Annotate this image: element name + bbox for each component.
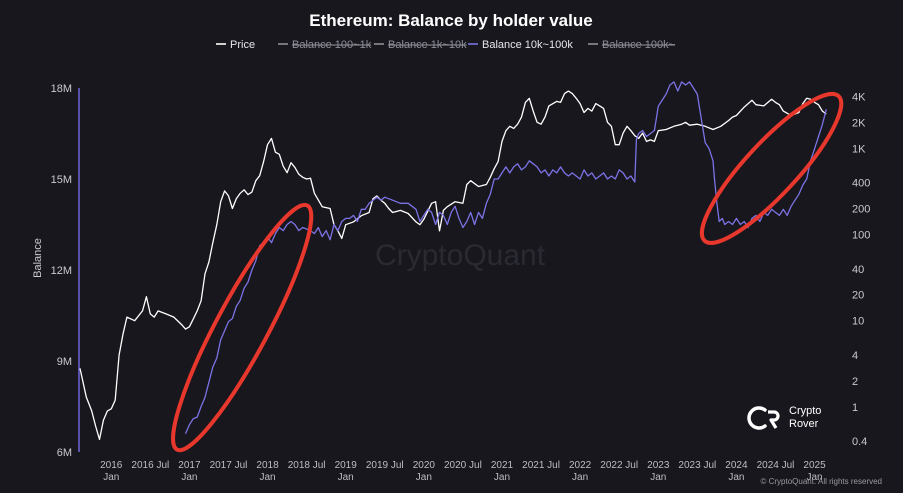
x-tick-label: 2022 (569, 460, 592, 471)
y-right-tick: 4K (852, 91, 866, 103)
x-tick-label: 2024 (725, 460, 748, 471)
x-tick-label: 2023 (647, 460, 670, 471)
x-tick-label: 2020 Jul (444, 460, 482, 471)
x-tick-label: 2017 Jul (210, 460, 248, 471)
x-tick-sublabel: Jan (103, 472, 119, 483)
y-right-tick: 1K (852, 143, 866, 155)
legend-item[interactable]: Balance 100k~ (588, 39, 675, 51)
y-left-tick: 12M (51, 265, 72, 277)
footer-copyright: © CryptoQuant. All rights reserved (761, 477, 883, 486)
y-right-tick: 100 (852, 229, 870, 241)
x-tick-label: 2025 (803, 460, 826, 471)
legend-item[interactable]: Balance 1k~10k (374, 39, 467, 51)
x-tick-label: 2024 Jul (757, 460, 795, 471)
legend-item[interactable]: Balance 100~1k (278, 39, 372, 51)
x-tick-label: 2019 Jul (366, 460, 404, 471)
x-tick-sublabel: Jan (259, 472, 275, 483)
x-tick-label: 2023 Jul (678, 460, 716, 471)
x-tick-label: 2016 (100, 460, 123, 471)
legend[interactable]: Price Balance 100~1k Balance 1k~10k Balance… (216, 39, 675, 51)
legend-label: Balance 100k~ (602, 39, 675, 51)
highlight-ellipse-2 (699, 91, 844, 245)
legend-item[interactable]: Balance 10k~100k (468, 39, 573, 51)
right-axis: 4K 2K 1K 400 200 100 40 20 10 4 2 1 0.4 (852, 91, 870, 448)
y-right-tick: 2K (852, 117, 866, 129)
x-tick-sublabel: Jan (338, 472, 354, 483)
y-right-tick: 0.4 (852, 436, 867, 448)
y-left-tick: 18M (51, 83, 72, 95)
y-right-tick: 200 (852, 204, 870, 216)
x-tick-sublabel: Jan (806, 472, 822, 483)
left-axis: 18M 15M 12M 9M 6M (51, 83, 72, 459)
y-left-tick: 9M (57, 356, 72, 368)
cr-logo-icon (747, 406, 767, 430)
y-left-tick: 15M (51, 174, 72, 186)
x-tick-label: 2017 (178, 460, 201, 471)
crypto-rover-logo: Crypto Rover (747, 405, 821, 430)
chart-title: Ethereum: Balance by holder value (309, 11, 592, 30)
brand-line2: Rover (789, 418, 819, 430)
x-tick-sublabel: Jan (728, 472, 744, 483)
y-right-tick: 10 (852, 316, 864, 328)
series-group (79, 81, 827, 441)
x-tick-label: 2018 (256, 460, 279, 471)
x-tick-label: 2018 Jul (288, 460, 326, 471)
x-tick-sublabel: Jan (494, 472, 510, 483)
x-tick-sublabel: Jan (181, 472, 197, 483)
y-left-tick: 6M (57, 447, 72, 459)
annotations (171, 91, 844, 453)
x-tick-label: 2022 Jul (600, 460, 638, 471)
legend-label: Balance 10k~100k (482, 39, 573, 51)
y-right-tick: 2 (852, 376, 858, 388)
legend-label: Price (230, 39, 255, 51)
y-right-tick: 1 (852, 402, 858, 414)
watermark: CryptoQuant (375, 239, 546, 272)
legend-item[interactable]: Price (216, 39, 255, 51)
x-tick-label: 2021 (491, 460, 514, 471)
y-right-tick: 20 (852, 290, 864, 302)
x-tick-label: 2020 (413, 460, 436, 471)
x-tick-sublabel: Jan (572, 472, 588, 483)
x-tick-label: 2016 Jul (131, 460, 169, 471)
series-line-balance-10k-100k (184, 81, 827, 435)
x-tick-label: 2021 Jul (522, 460, 560, 471)
highlight-ellipse-1 (171, 202, 314, 453)
x-tick-label: 2019 (335, 460, 358, 471)
x-tick-sublabel: Jan (650, 472, 666, 483)
legend-label: Balance 100~1k (292, 39, 372, 51)
legend-label: Balance 1k~10k (388, 39, 467, 51)
y-right-tick: 40 (852, 264, 864, 276)
brand-line1: Crypto (789, 405, 821, 417)
y-right-tick: 4 (852, 350, 858, 362)
y-right-tick: 400 (852, 178, 870, 190)
y-axis-label: Balance (32, 238, 44, 278)
x-tick-sublabel: Jan (416, 472, 432, 483)
series-line-price (79, 90, 827, 441)
